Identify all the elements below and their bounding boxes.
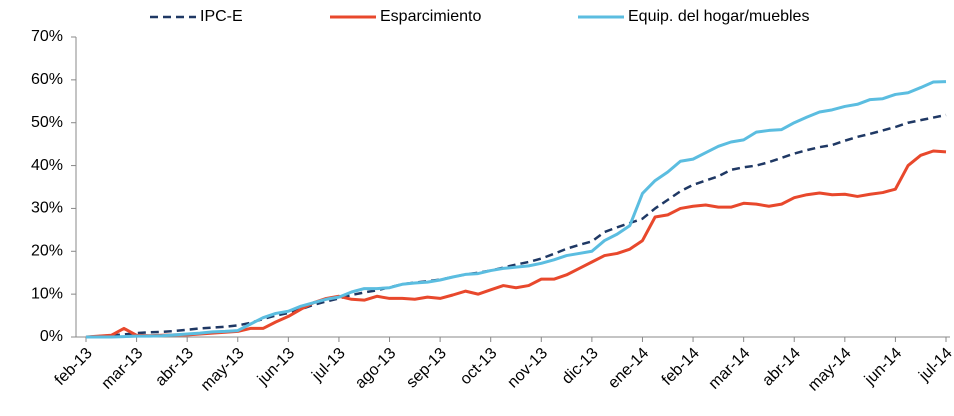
x-tick-label: jun-14 [861,345,905,389]
x-tick-label: feb-14 [659,345,703,389]
x-tick-label: dic-13 [559,345,602,388]
x-tick-label: ene-14 [605,345,652,392]
y-tick-label: 60% [31,71,63,88]
y-tick-label: 10% [31,285,63,302]
x-tick-label: mar-13 [99,345,147,393]
y-tick-label: 40% [31,157,63,174]
x-tick-label: feb-13 [52,345,96,389]
x-tick-label: mar-14 [706,345,754,393]
x-tick-label: may-14 [805,345,855,395]
series-line [85,149,947,339]
x-tick-label: ago-13 [352,345,399,392]
x-tick-label: nov-13 [504,345,551,392]
y-tick-label: 70% [31,28,63,45]
x-tick-label: abr-13 [152,345,197,390]
series-line [85,113,947,339]
x-tick-label: jul-14 [915,345,954,385]
y-tick-label: 30% [31,200,63,217]
x-tick-label: oct-13 [457,345,501,389]
y-tick-label: 0% [40,328,63,345]
legend-label: IPC-E [200,8,243,25]
legend-label: Equip. del hogar/muebles [628,8,809,25]
x-tick-label: abr-14 [759,345,804,390]
x-tick-label: sep-13 [403,345,450,392]
x-tick-label: jun-13 [254,345,298,389]
legend-label: Esparcimiento [380,8,481,25]
x-tick-label: jul-13 [308,345,348,385]
series-line [86,80,947,339]
y-tick-label: 50% [31,114,63,131]
x-tick-label: may-13 [198,345,248,395]
y-tick-label: 20% [31,243,63,260]
